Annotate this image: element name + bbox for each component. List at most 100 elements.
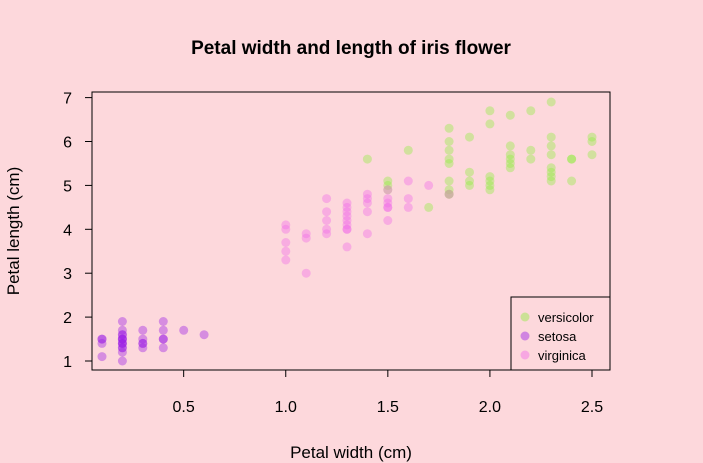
point-setosa	[158, 343, 168, 353]
point-versicolor	[546, 97, 556, 107]
point-virginica	[342, 224, 352, 234]
point-virginica	[342, 220, 352, 230]
point-virginica	[342, 198, 352, 208]
point-virginica	[362, 198, 372, 208]
point-setosa	[117, 317, 127, 326]
point-virginica	[301, 268, 311, 278]
point-versicolor	[444, 123, 454, 133]
point-versicolor	[546, 167, 556, 177]
x-tick-label: 0.5	[173, 399, 195, 416]
point-versicolor	[444, 159, 454, 168]
point-versicolor	[546, 172, 556, 182]
point-virginica	[281, 246, 291, 256]
x-tick-label: 1.0	[275, 399, 297, 416]
y-tick-label: 6	[63, 135, 72, 152]
point-setosa	[117, 334, 127, 344]
point-versicolor	[465, 176, 474, 186]
point-versicolor	[505, 150, 515, 160]
point-versicolor	[505, 159, 515, 168]
point-virginica	[383, 194, 393, 204]
point-setosa	[117, 330, 127, 340]
chart-title: Petal width and length of iris flower	[191, 38, 511, 59]
point-versicolor	[546, 141, 556, 151]
point-versicolor	[485, 119, 495, 129]
point-versicolor	[444, 176, 454, 186]
point-setosa	[138, 334, 148, 344]
point-virginica	[281, 220, 291, 230]
point-virginica	[444, 189, 454, 199]
point-versicolor	[546, 176, 556, 186]
point-setosa	[138, 343, 148, 353]
legend-label-setosa: setosa	[538, 329, 577, 344]
x-tick-label: 1.5	[377, 399, 399, 416]
point-virginica	[342, 207, 352, 217]
point-versicolor	[465, 167, 474, 177]
point-versicolor	[546, 132, 556, 142]
point-virginica	[383, 198, 393, 208]
legend-label-virginica: virginica	[538, 348, 586, 363]
point-versicolor	[526, 145, 536, 155]
point-setosa	[158, 334, 168, 344]
point-setosa	[97, 338, 107, 348]
legend-box	[510, 296, 611, 371]
point-versicolor	[444, 189, 454, 199]
legend-marker-versicolor	[520, 312, 530, 322]
point-versicolor	[546, 163, 556, 173]
point-virginica	[403, 202, 413, 212]
point-setosa	[179, 325, 189, 335]
point-setosa	[138, 338, 148, 348]
point-versicolor	[424, 202, 434, 212]
y-tick-label: 3	[63, 266, 72, 283]
point-versicolor	[362, 154, 372, 164]
point-virginica	[383, 202, 393, 212]
point-virginica	[281, 224, 291, 234]
point-setosa	[117, 356, 127, 366]
point-versicolor	[505, 154, 515, 164]
point-versicolor	[546, 150, 556, 160]
legend-label-versicolor: versicolor	[538, 310, 594, 325]
point-virginica	[424, 180, 434, 190]
point-setosa	[117, 338, 127, 348]
point-setosa	[158, 317, 168, 326]
point-virginica	[342, 242, 352, 252]
y-tick-label: 1	[63, 354, 72, 371]
point-versicolor	[505, 110, 515, 120]
point-setosa	[117, 343, 127, 353]
point-versicolor	[485, 176, 495, 186]
legend: versicolor setosa virginica	[510, 296, 611, 371]
x-tick-label: 2.5	[581, 399, 603, 416]
point-versicolor	[485, 106, 495, 116]
point-setosa	[97, 352, 107, 362]
point-setosa	[138, 325, 148, 335]
points-layer	[97, 97, 597, 366]
x-axis: 0.5 1.0 1.5 2.0 2.5	[173, 369, 603, 416]
point-versicolor	[465, 132, 474, 142]
point-virginica	[362, 229, 372, 239]
point-setosa	[117, 334, 127, 344]
point-versicolor	[444, 154, 454, 164]
point-versicolor	[485, 185, 495, 195]
legend-marker-setosa	[520, 331, 530, 341]
point-setosa	[117, 343, 127, 353]
point-setosa	[97, 334, 107, 344]
point-virginica	[322, 224, 332, 234]
point-virginica	[362, 207, 372, 217]
point-versicolor	[403, 145, 413, 155]
y-axis-label: Petal length (cm)	[4, 167, 23, 296]
point-setosa	[117, 330, 127, 340]
point-versicolor	[465, 180, 474, 190]
point-versicolor	[444, 145, 454, 155]
y-axis: 1 2 3 4 5 6 7	[63, 91, 93, 371]
point-setosa	[117, 334, 127, 344]
point-virginica	[362, 189, 372, 199]
point-versicolor	[587, 132, 597, 142]
point-virginica	[383, 185, 393, 195]
point-setosa	[158, 325, 168, 335]
point-virginica	[383, 216, 393, 225]
point-versicolor	[505, 141, 515, 151]
y-tick-label: 4	[63, 222, 72, 239]
x-tick-label: 2.0	[479, 399, 501, 416]
point-virginica	[383, 202, 393, 212]
point-setosa	[138, 338, 148, 348]
